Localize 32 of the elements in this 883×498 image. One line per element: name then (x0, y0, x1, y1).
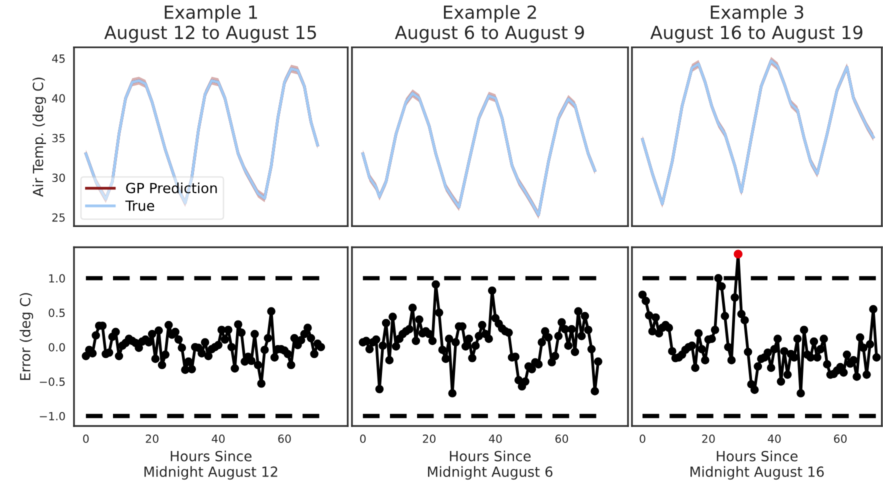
x-tick-label: 0 (83, 434, 89, 443)
x-tick-label: 40 (488, 434, 502, 443)
chart-title: Example 2 August 6 to August 9 (394, 5, 584, 43)
x-axis-title: Hours Since Midnight August 6 (428, 450, 552, 480)
y-tick-label: −1.0 (40, 412, 65, 420)
y-tick-label: 0.0 (48, 343, 65, 352)
x-tick-label: 60 (278, 434, 291, 443)
y-tick-label: −0.5 (40, 378, 65, 386)
y-axis-title: Error (deg C) (20, 293, 34, 380)
chart-title: Example 1 August 12 to August 15 (104, 5, 316, 43)
y-tick-label: 30 (52, 174, 65, 182)
y-tick-label: 40 (52, 94, 65, 103)
x-tick-label: 40 (768, 434, 781, 443)
x-tick-label: 60 (555, 434, 568, 443)
legend-label: True (125, 200, 154, 211)
x-tick-label: 20 (146, 434, 158, 443)
y-tick-label: 35 (52, 134, 65, 142)
chart-title: Example 3 August 16 to August 19 (650, 5, 862, 43)
x-tick-label: 40 (212, 434, 225, 443)
y-axis-title: Air Temp. (deg C) (32, 78, 46, 197)
x-tick-label: 20 (702, 434, 715, 443)
x-tick-label: 0 (640, 434, 646, 443)
x-tick-label: 0 (360, 434, 366, 443)
y-tick-label: 45 (52, 54, 65, 63)
x-axis-title: Hours Since Midnight August 16 (690, 450, 824, 480)
x-axis-title: Hours Since Midnight August 12 (144, 450, 278, 480)
x-tick-label: 20 (422, 434, 436, 443)
y-tick-label: 25 (52, 213, 65, 222)
x-tick-label: 60 (834, 434, 847, 443)
legend-label: GP Prediction (126, 182, 217, 194)
y-tick-label: 1.0 (49, 274, 65, 283)
y-tick-label: 0.5 (48, 308, 65, 318)
